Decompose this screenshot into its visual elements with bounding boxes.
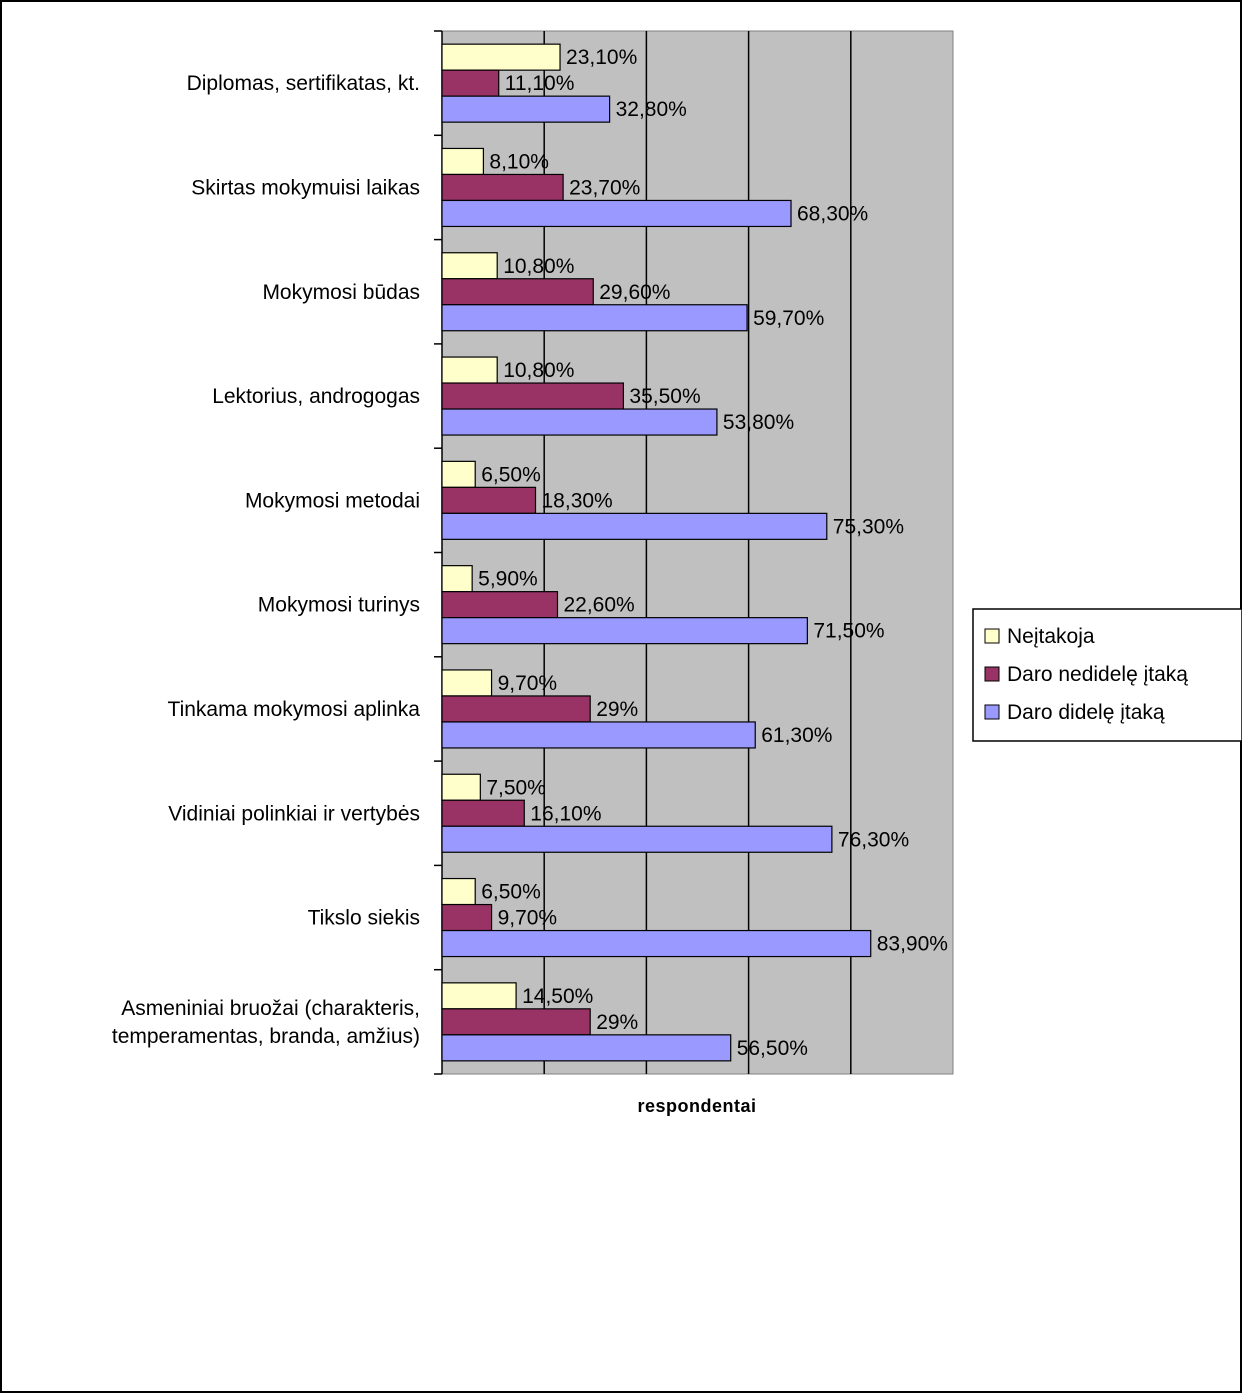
bar <box>441 617 808 645</box>
data-label: 29% <box>596 1011 638 1034</box>
bar <box>441 825 833 853</box>
legend-label: Daro didelę įtaką <box>1007 701 1165 724</box>
category-labels: Diplomas, sertifikatas, kt. Skirtas mokym… <box>112 72 420 1048</box>
data-label: 10,80% <box>503 255 574 278</box>
data-label: 18,30% <box>542 489 613 512</box>
data-label: 11,10% <box>505 72 575 95</box>
category-label: temperamentas, branda, amžius) <box>112 1025 420 1048</box>
category-label: Mokymosi būdas <box>262 281 420 304</box>
category-label: Asmeniniai bruožai (charakteris, <box>121 997 420 1020</box>
data-label: 7,50% <box>486 776 546 799</box>
legend: Neįtakoja Daro nedidelę įtaką Daro didelę … <box>972 608 1242 742</box>
x-axis-title: respondentai <box>637 1096 756 1116</box>
bar <box>441 565 473 593</box>
data-label: 10,80% <box>503 359 574 382</box>
bar <box>441 669 493 697</box>
bar <box>441 903 493 932</box>
category-label: Diplomas, sertifikatas, kt. <box>187 72 420 95</box>
data-label: 6,50% <box>481 463 541 486</box>
bar <box>441 69 500 97</box>
data-label: 22,60% <box>563 594 634 617</box>
data-label: 23,70% <box>569 176 640 199</box>
data-label: 75,30% <box>833 515 904 538</box>
bar <box>441 304 748 332</box>
bar <box>441 877 476 906</box>
bar <box>441 43 561 71</box>
data-label: 59,70% <box>753 307 824 330</box>
bar <box>441 356 498 384</box>
bar <box>441 252 498 280</box>
data-label: 53,80% <box>723 411 794 434</box>
data-label: 35,50% <box>629 385 700 408</box>
data-label: 68,30% <box>797 202 868 225</box>
data-label: 8,10% <box>489 150 549 173</box>
category-label: Mokymosi turinys <box>258 594 420 617</box>
data-label: 29% <box>596 698 638 721</box>
bar <box>441 382 625 410</box>
bar <box>441 721 756 749</box>
legend-label: Neįtakoja <box>1007 625 1095 648</box>
bar <box>441 591 559 619</box>
data-label: 9,70% <box>498 672 558 695</box>
category-label: Lektorius, androgogas <box>212 385 420 408</box>
data-labels: 23,10% 11,10% 32,80% 8,10% 23,70% 68,30% 10,80… <box>478 46 948 1060</box>
bar <box>441 199 792 228</box>
data-label: 29,60% <box>599 281 670 304</box>
data-label: 61,30% <box>761 724 832 747</box>
category-label: Vidiniai polinkiai ir vertybės <box>168 802 420 825</box>
bars <box>441 43 872 1062</box>
bar <box>441 147 484 176</box>
bar <box>441 460 476 488</box>
data-label: 32,80% <box>616 98 687 121</box>
bar <box>441 173 564 202</box>
data-label: 56,50% <box>737 1037 808 1060</box>
bar <box>441 408 718 436</box>
legend-swatch <box>984 628 1000 644</box>
data-label: 23,10% <box>566 46 637 69</box>
data-label: 6,50% <box>481 881 541 904</box>
data-label: 71,50% <box>813 620 884 643</box>
category-label: Skirtas mokymuisi laikas <box>191 176 420 199</box>
category-label: Mokymosi metodai <box>245 489 420 512</box>
bar <box>441 512 828 540</box>
bar <box>441 982 517 1010</box>
category-label: Tinkama mokymosi aplinka <box>168 698 421 721</box>
bar <box>441 1034 732 1062</box>
data-label: 5,90% <box>478 568 538 591</box>
bar <box>441 1008 591 1036</box>
category-label: Tikslo siekis <box>308 907 420 930</box>
legend-box <box>972 608 1242 742</box>
bar <box>441 799 525 827</box>
legend-swatch <box>984 704 1000 720</box>
legend-swatch <box>984 666 1000 682</box>
bar <box>441 486 537 514</box>
data-label: 9,70% <box>498 907 558 930</box>
legend-label: Daro nedidelę įtaką <box>1007 663 1188 686</box>
data-label: 14,50% <box>522 985 593 1008</box>
data-label: 83,90% <box>877 933 948 956</box>
bar <box>441 773 481 801</box>
data-label: 16,10% <box>530 802 601 825</box>
data-label: 76,30% <box>838 828 909 851</box>
bar <box>441 929 872 958</box>
bar <box>441 695 591 723</box>
bar <box>441 95 611 123</box>
bar <box>441 278 594 306</box>
